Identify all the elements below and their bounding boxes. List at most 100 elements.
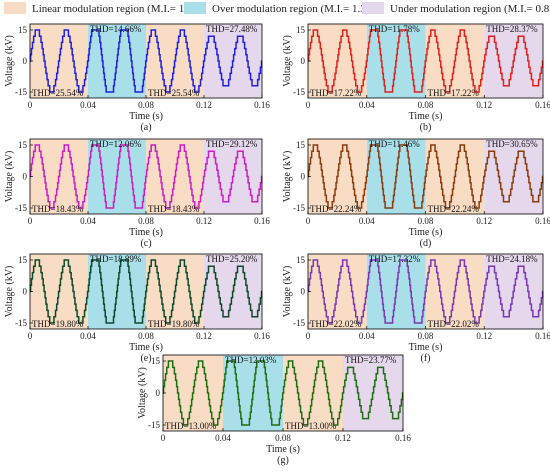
thd-annotation: THD=25.20% xyxy=(206,254,258,264)
thd-annotation: THD=25.54% xyxy=(32,88,84,98)
y-tick-label: -15 xyxy=(148,420,160,430)
x-tick-label: 0.16 xyxy=(535,216,550,226)
x-tick-label: 0.04 xyxy=(359,100,375,110)
x-axis-title: Time (s) xyxy=(409,111,443,122)
series-line xyxy=(307,259,544,324)
y-axis-title: Voltage (kV) xyxy=(282,151,293,203)
y-tick-label: -15 xyxy=(15,203,27,213)
y-axis-title: Voltage (kV) xyxy=(282,266,293,318)
y-tick-label: -15 xyxy=(293,318,305,328)
y-tick-label: 15 xyxy=(296,255,306,265)
x-tick-label: 0.08 xyxy=(418,100,434,110)
x-tick-label: 0.12 xyxy=(335,433,351,443)
panel-label: (a) xyxy=(140,122,151,133)
x-tick-label: 0.08 xyxy=(138,331,154,341)
thd-annotation: THD=18.43% xyxy=(32,204,84,214)
thd-annotation: THD=17.22% xyxy=(428,88,480,98)
y-tick-label: -15 xyxy=(15,87,27,97)
y-tick-label: 15 xyxy=(18,255,28,265)
y-tick-label: 0 xyxy=(301,56,306,66)
x-tick-label: 0.04 xyxy=(80,331,96,341)
x-axis-title: Time (s) xyxy=(129,227,163,238)
thd-annotation: THD=17.32% xyxy=(369,254,421,264)
x-tick-label: 0.04 xyxy=(359,216,375,226)
y-tick-label: 15 xyxy=(18,140,28,150)
x-tick-label: 0.08 xyxy=(138,216,154,226)
thd-annotation: THD=30.65% xyxy=(486,139,538,149)
legend-swatch xyxy=(362,2,384,14)
thd-annotation: THD=12.06% xyxy=(90,139,142,149)
x-tick-label: 0.16 xyxy=(535,331,550,341)
series-line xyxy=(307,144,544,209)
legend-item: Under modulation region (M.I.= 0.85) xyxy=(362,2,550,15)
panel-label: (f) xyxy=(421,353,431,364)
x-tick-label: 0.12 xyxy=(196,331,212,341)
thd-annotation: THD=19.80% xyxy=(32,319,84,329)
x-axis-title: Time (s) xyxy=(409,342,443,353)
x-tick-label: 0.16 xyxy=(254,216,270,226)
thd-annotation: THD=18.89% xyxy=(90,254,142,264)
thd-annotation: THD=11.46% xyxy=(369,139,420,149)
thd-annotation: THD=25.54% xyxy=(148,88,200,98)
thd-annotation: THD=22.02% xyxy=(310,319,362,329)
thd-annotation: THD=22.24% xyxy=(310,204,362,214)
series-line xyxy=(29,29,263,93)
x-tick-label: 0.12 xyxy=(196,216,212,226)
y-tick-label: 0 xyxy=(23,172,28,182)
thd-annotation: THD=29.12% xyxy=(206,139,258,149)
x-tick-label: 0.04 xyxy=(80,100,96,110)
legend-label: Over modulation region (M.I.= 1.3) xyxy=(212,3,370,15)
x-tick-label: 0.08 xyxy=(138,100,154,110)
x-tick-label: 0.12 xyxy=(476,331,492,341)
panel-label: (g) xyxy=(277,455,289,466)
panel-label: (d) xyxy=(420,238,432,249)
panel-label: (e) xyxy=(140,353,151,364)
y-tick-label: 0 xyxy=(301,172,306,182)
legend-swatch xyxy=(184,2,206,14)
x-tick-label: 0.16 xyxy=(395,433,411,443)
y-tick-label: -15 xyxy=(293,87,305,97)
y-tick-label: 0 xyxy=(23,287,28,297)
x-tick-label: 0.04 xyxy=(80,216,96,226)
y-tick-label: 15 xyxy=(296,25,306,35)
x-tick-label: 0 xyxy=(161,433,166,443)
legend-label: Under modulation region (M.I.= 0.85) xyxy=(390,3,550,15)
x-tick-label: 0 xyxy=(306,100,311,110)
series-line xyxy=(162,360,404,426)
thd-annotation: THD=12.03% xyxy=(225,355,277,365)
series-line xyxy=(29,144,263,209)
y-tick-label: 0 xyxy=(23,56,28,66)
x-tick-label: 0 xyxy=(28,216,33,226)
x-tick-label: 0.16 xyxy=(254,331,270,341)
y-tick-label: 15 xyxy=(296,140,306,150)
thd-annotation: THD=28.37% xyxy=(486,24,538,34)
thd-annotation: THD=13.00% xyxy=(285,421,337,431)
x-axis-title: Time (s) xyxy=(129,111,163,122)
panel-label: (b) xyxy=(420,122,432,133)
legend-item: Linear modulation region (M.I.= 1) xyxy=(4,2,188,15)
thd-annotation: THD=24.18% xyxy=(486,254,538,264)
thd-annotation: THD=22.24% xyxy=(428,204,480,214)
x-tick-label: 0.04 xyxy=(215,433,231,443)
legend-item: Over modulation region (M.I.= 1.3) xyxy=(184,2,370,15)
thd-annotation: THD=17.22% xyxy=(310,88,362,98)
x-tick-label: 0.16 xyxy=(535,100,550,110)
x-tick-label: 0.08 xyxy=(418,331,434,341)
x-tick-label: 0.04 xyxy=(359,331,375,341)
x-tick-label: 0 xyxy=(28,100,33,110)
x-axis-title: Time (s) xyxy=(409,227,443,238)
x-tick-label: 0.12 xyxy=(476,100,492,110)
y-tick-label: -15 xyxy=(293,203,305,213)
thd-annotation: THD=18.43% xyxy=(148,204,200,214)
x-tick-label: 0.08 xyxy=(275,433,291,443)
thd-annotation: THD=19.80% xyxy=(148,319,200,329)
legend-swatch xyxy=(4,2,26,14)
x-tick-label: 0.08 xyxy=(418,216,434,226)
